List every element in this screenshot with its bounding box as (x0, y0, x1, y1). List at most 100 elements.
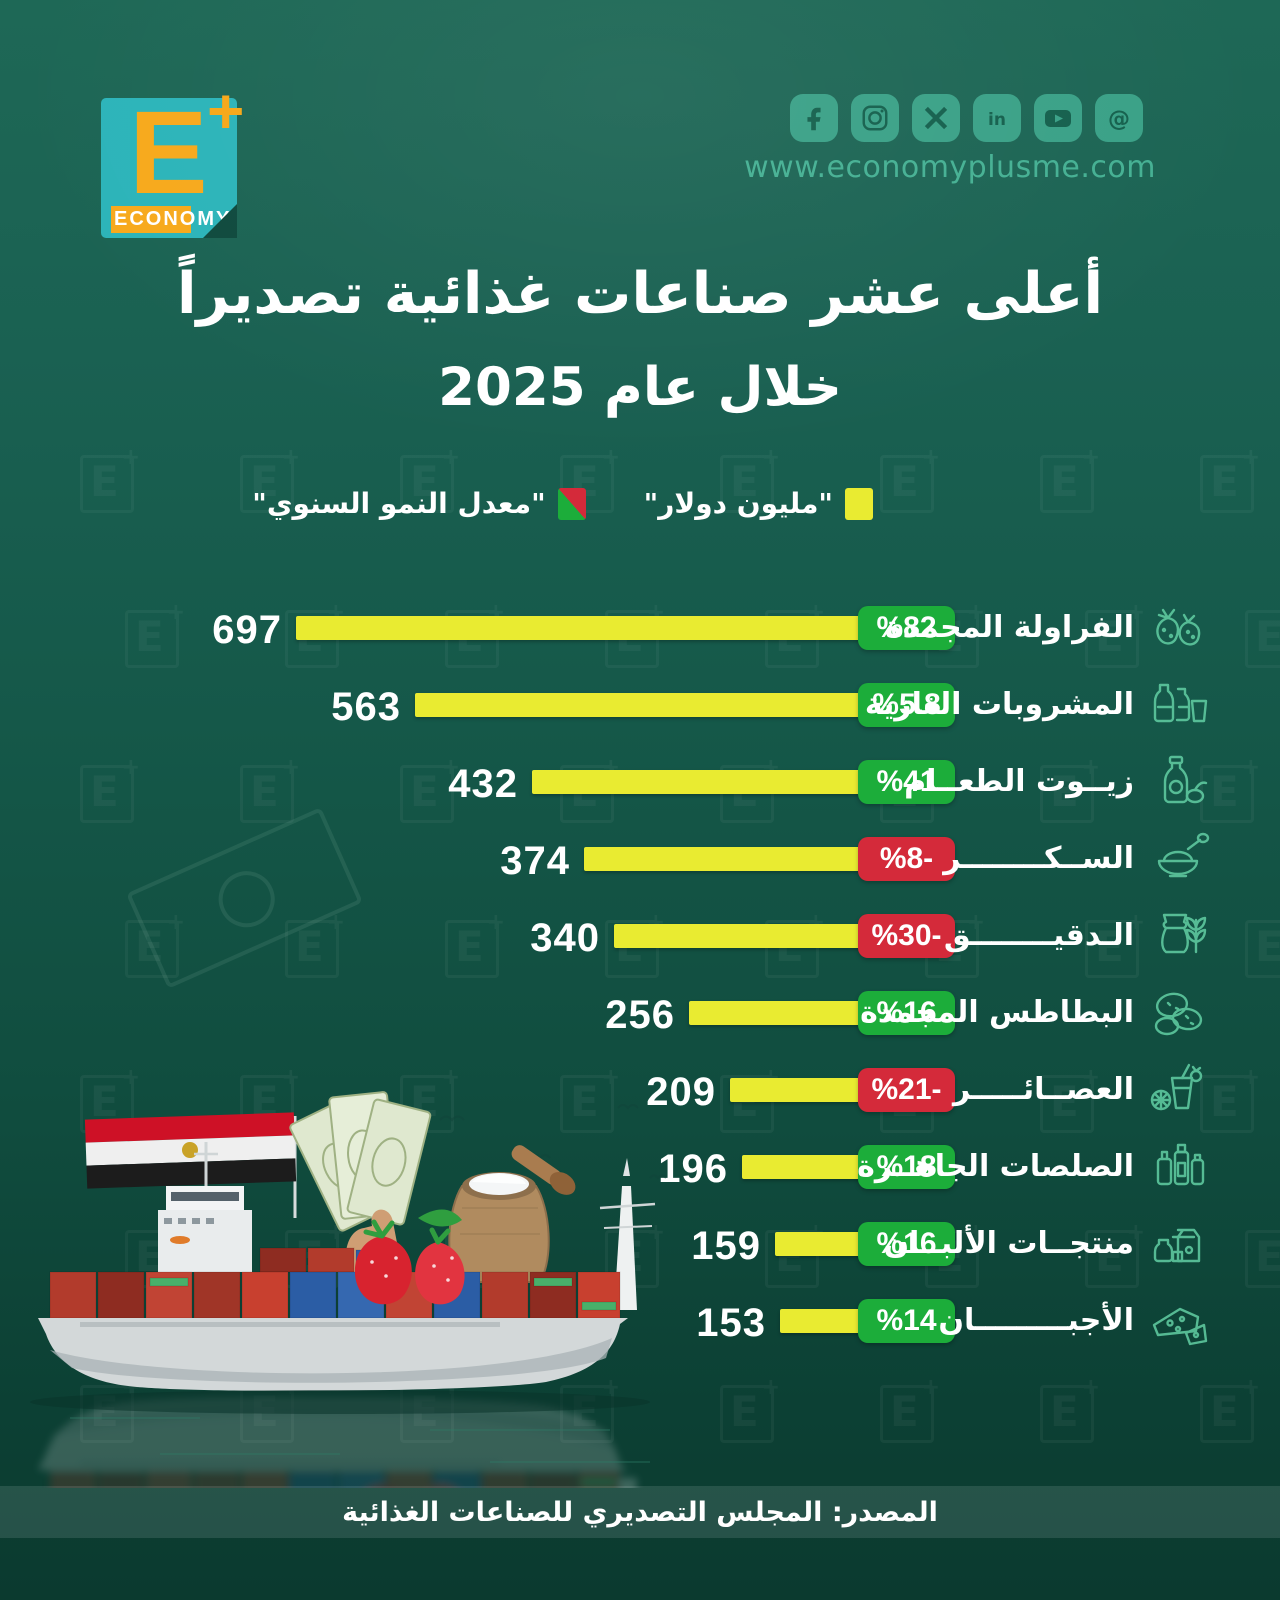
source-footer: المصدر: المجلس التصديري للصناعات الغذائي… (0, 1486, 1280, 1538)
logo-watermark: E+ (1085, 1220, 1145, 1288)
source-text: المصدر: المجلس التصديري للصناعات الغذائي… (342, 1496, 938, 1528)
logo-watermark: E+ (880, 755, 940, 823)
logo-watermark: E+ (605, 910, 665, 978)
water-ripples (70, 1417, 650, 1463)
growth-badge: %30- (858, 914, 955, 958)
growth-badge: %21- (858, 1068, 955, 1112)
logo-strip (111, 206, 191, 233)
chart-row: %5.8 563 المشروبات الغازية (0, 673, 1280, 737)
logo-watermark: E+ (285, 600, 345, 668)
dollar-bill-sketch (126, 807, 363, 989)
bar-value: 432 (448, 762, 518, 806)
legend-label-growth: "معدل النمو السنوي" (252, 487, 546, 520)
ship-hull (38, 1318, 628, 1391)
logo-watermark: E+ (1040, 1375, 1100, 1443)
value-bar (775, 1232, 872, 1256)
legend-label-million: "مليون دولار" (643, 487, 833, 520)
bar-value: 374 (500, 839, 570, 883)
logo-watermark: E+ (1200, 1065, 1260, 1133)
growth-badge: %16 (858, 1222, 955, 1266)
logo-watermark: E+ (1040, 755, 1100, 823)
sugar-bowl-icon (1146, 827, 1210, 891)
legend-item-million-dollar: "مليون دولار" (644, 487, 873, 520)
linkedin-icon[interactable]: in (973, 94, 1021, 142)
logo-watermark: E+ (445, 910, 505, 978)
logo-watermark: E+ (765, 600, 825, 668)
title-line-1: أعلى عشر صناعات غذائية تصديراً (176, 261, 1104, 327)
logo-watermark: E+ (80, 445, 140, 513)
legend-swatch-yellow (845, 487, 873, 520)
x-icon[interactable] (912, 94, 960, 142)
logo-watermark: E+ (80, 755, 140, 823)
soda-bottles-icon (1146, 673, 1210, 737)
youtube-icon[interactable] (1034, 94, 1082, 142)
logo-watermark: E+ (1200, 1375, 1260, 1443)
chart-row: %41 432 زيــوت الطعــام (0, 750, 1280, 814)
bar-value: 697 (212, 608, 282, 652)
threads-icon[interactable]: @ (1095, 94, 1143, 142)
water-shadow (30, 1390, 650, 1414)
legend-item-growth-rate: "معدل النمو السنوي" (252, 487, 586, 520)
logo-watermark: E+ (1085, 910, 1145, 978)
facebook-icon[interactable] (790, 94, 838, 142)
strawberries (354, 1209, 465, 1305)
sauces-icon (1146, 1135, 1210, 1199)
logo-watermark: E+ (1245, 610, 1280, 668)
strawberry-icon (1146, 596, 1210, 660)
logo-letter-e: E (129, 87, 208, 219)
value-bar (296, 616, 872, 640)
logo-watermark: E+ (720, 1065, 780, 1133)
category-label: البطاطس المجمدة (860, 995, 1134, 1030)
value-bar (730, 1078, 872, 1102)
economy-plus-logo[interactable]: E ECONOMY + (101, 75, 259, 238)
logo-watermark: E+ (1200, 445, 1260, 513)
cooking-oil-icon (1146, 750, 1210, 814)
logo-watermark: E+ (400, 755, 460, 823)
chart-row: %82 697 الفراولة المجمدة (0, 596, 1280, 660)
logo-watermark: E+ (765, 1220, 825, 1288)
growth-badge: %14 (858, 1299, 955, 1343)
potatoes-icon (1146, 981, 1210, 1045)
value-bar (532, 770, 872, 794)
logo-watermark: E+ (1040, 1065, 1100, 1133)
ship-bridge (158, 1142, 252, 1272)
growth-badge: %8- (858, 837, 955, 881)
dairy-icon (1146, 1212, 1210, 1276)
svg-text:@: @ (1108, 107, 1130, 132)
logo-watermark: E+ (925, 600, 985, 668)
website-url[interactable]: www.economyplusme.com (744, 150, 1156, 185)
value-bar (614, 924, 872, 948)
logo-square: E ECONOMY (101, 94, 237, 238)
chart-row: %16 256 البطاطس المجمدة (0, 981, 1280, 1045)
logo-plus-sign: + (207, 75, 245, 147)
flour-sack-icon (1146, 904, 1210, 968)
category-label: المشروبات الغازية (864, 687, 1134, 722)
logo-watermark: E+ (445, 600, 505, 668)
logo-watermark: E+ (1085, 600, 1145, 668)
logo-watermark: E+ (125, 600, 185, 668)
social-icons-bar: in @ (790, 94, 1143, 142)
logo-watermark: E+ (1040, 445, 1100, 513)
logo-watermark: E+ (925, 1220, 985, 1288)
growth-badge: %5.8 (858, 683, 955, 727)
category-label: الأجبـــــــــان (938, 1303, 1134, 1338)
category-label: الـدقيــــــــق (943, 918, 1134, 953)
category-label: الســكــــــــر (943, 841, 1134, 876)
logo-fold (203, 204, 237, 238)
growth-badge: %16 (858, 991, 955, 1035)
value-bar (415, 693, 872, 717)
growth-badge: %18 (858, 1145, 955, 1189)
value-bar (584, 847, 872, 871)
category-label: زيــوت الطعــام (904, 764, 1134, 799)
instagram-icon[interactable] (851, 94, 899, 142)
logo-watermark: E+ (925, 910, 985, 978)
value-bar (780, 1309, 872, 1333)
category-label: الصلصات الجاهــزة (857, 1149, 1134, 1184)
svg-text:in: in (988, 110, 1006, 130)
logo-watermark: E+ (720, 1375, 780, 1443)
logo-watermark: E+ (880, 1065, 940, 1133)
dollar-sketch-circle (209, 862, 284, 937)
category-label: منتجــات الألبــان (883, 1226, 1134, 1261)
legend-swatch-growth (557, 487, 586, 520)
